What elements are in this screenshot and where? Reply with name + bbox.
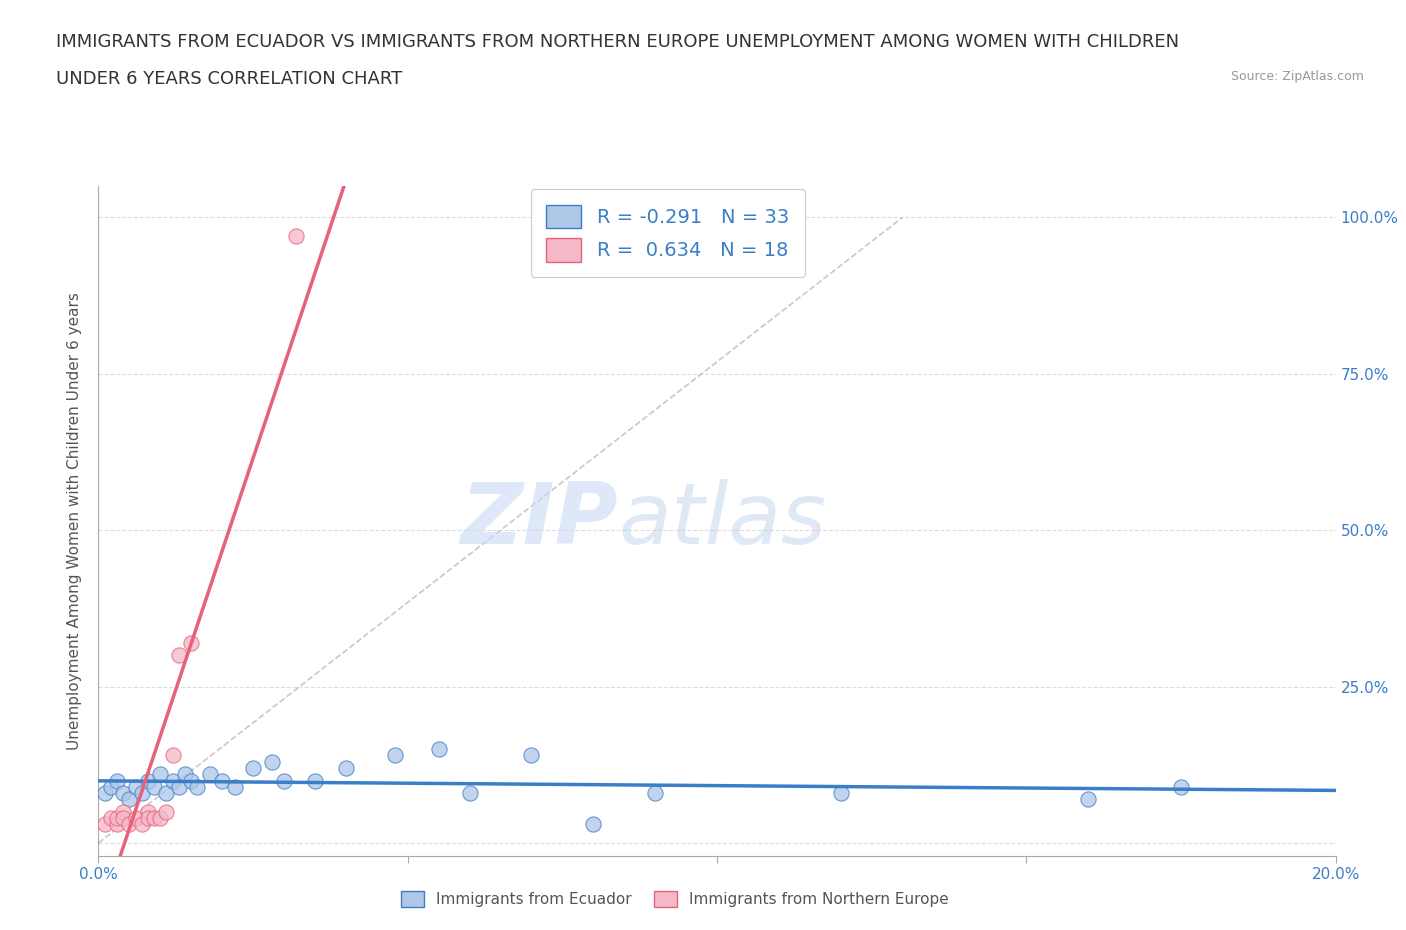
Point xyxy=(384,748,406,763)
Point xyxy=(582,817,605,831)
Point xyxy=(260,754,283,769)
Point xyxy=(830,786,852,801)
Point xyxy=(1170,779,1192,794)
Point xyxy=(162,748,184,763)
Point xyxy=(143,779,166,794)
Legend: R = -0.291   N = 33, R =  0.634   N = 18: R = -0.291 N = 33, R = 0.634 N = 18 xyxy=(530,189,804,277)
Point xyxy=(112,804,135,819)
Point xyxy=(644,786,666,801)
Point xyxy=(273,773,295,788)
Legend: Immigrants from Ecuador, Immigrants from Northern Europe: Immigrants from Ecuador, Immigrants from… xyxy=(395,884,955,913)
Point xyxy=(105,811,128,826)
Point xyxy=(100,811,122,826)
Point xyxy=(285,229,308,244)
Point xyxy=(242,761,264,776)
Point xyxy=(211,773,233,788)
Point xyxy=(180,635,202,650)
Point xyxy=(136,773,159,788)
Point xyxy=(520,748,543,763)
Point xyxy=(186,779,208,794)
Point xyxy=(155,786,177,801)
Text: ZIP: ZIP xyxy=(460,479,619,563)
Point xyxy=(155,804,177,819)
Point xyxy=(427,742,450,757)
Point xyxy=(118,817,141,831)
Point xyxy=(180,773,202,788)
Y-axis label: Unemployment Among Women with Children Under 6 years: Unemployment Among Women with Children U… xyxy=(67,292,83,750)
Point xyxy=(93,817,115,831)
Point xyxy=(131,786,153,801)
Point xyxy=(304,773,326,788)
Point xyxy=(136,811,159,826)
Point xyxy=(136,804,159,819)
Point xyxy=(167,779,190,794)
Point xyxy=(224,779,246,794)
Point xyxy=(149,811,172,826)
Point xyxy=(105,773,128,788)
Point xyxy=(93,786,115,801)
Text: Source: ZipAtlas.com: Source: ZipAtlas.com xyxy=(1230,70,1364,83)
Point xyxy=(167,648,190,663)
Text: atlas: atlas xyxy=(619,479,827,563)
Point xyxy=(105,817,128,831)
Point xyxy=(1077,791,1099,806)
Point xyxy=(100,779,122,794)
Point xyxy=(162,773,184,788)
Point xyxy=(112,811,135,826)
Point xyxy=(174,767,197,782)
Point xyxy=(124,779,146,794)
Point xyxy=(112,786,135,801)
Text: UNDER 6 YEARS CORRELATION CHART: UNDER 6 YEARS CORRELATION CHART xyxy=(56,70,402,87)
Point xyxy=(149,767,172,782)
Point xyxy=(124,811,146,826)
Point xyxy=(335,761,357,776)
Point xyxy=(458,786,481,801)
Point xyxy=(198,767,221,782)
Point xyxy=(118,791,141,806)
Text: IMMIGRANTS FROM ECUADOR VS IMMIGRANTS FROM NORTHERN EUROPE UNEMPLOYMENT AMONG WO: IMMIGRANTS FROM ECUADOR VS IMMIGRANTS FR… xyxy=(56,33,1180,50)
Point xyxy=(131,817,153,831)
Point xyxy=(143,811,166,826)
